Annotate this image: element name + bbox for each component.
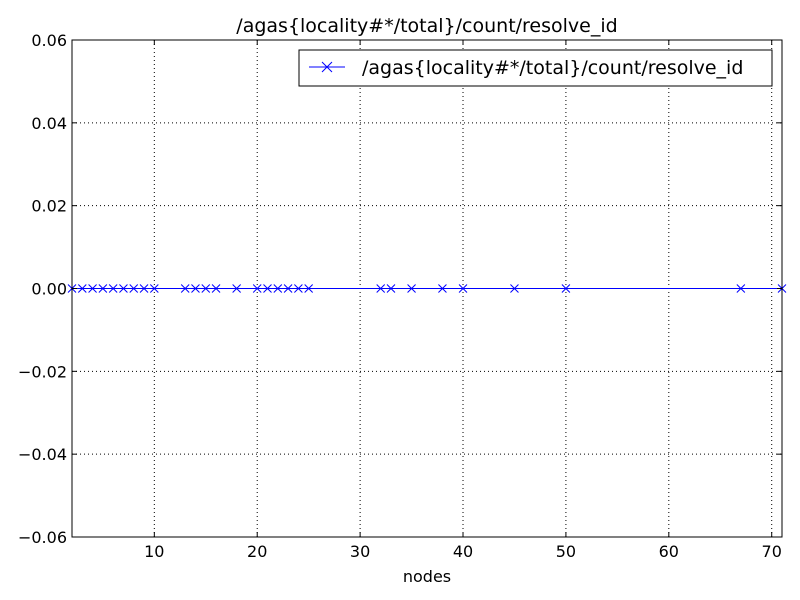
data-point-marker bbox=[201, 284, 211, 293]
y-tick-label: −0.06 bbox=[18, 528, 67, 547]
data-point-marker bbox=[283, 284, 293, 293]
data-point-marker bbox=[119, 284, 128, 293]
legend-box bbox=[298, 49, 773, 87]
data-point-marker bbox=[98, 284, 108, 293]
y-tick-label: 0.02 bbox=[31, 197, 67, 216]
data-point-marker bbox=[232, 284, 241, 293]
x-tick-label: 60 bbox=[659, 542, 679, 561]
data-point-marker bbox=[129, 284, 139, 293]
data-point-marker bbox=[510, 284, 519, 293]
data-point-marker bbox=[561, 284, 571, 293]
data-point-marker bbox=[108, 284, 118, 293]
data-point-marker bbox=[273, 284, 283, 293]
data-point-marker bbox=[77, 284, 87, 293]
data-point-marker bbox=[407, 284, 416, 293]
data-point-marker bbox=[438, 284, 447, 293]
series-layer bbox=[67, 284, 787, 293]
data-point-marker bbox=[88, 284, 97, 293]
data-point-marker bbox=[458, 284, 468, 293]
data-point-marker bbox=[211, 284, 221, 293]
x-tick-label: 20 bbox=[247, 542, 267, 561]
chart-title: /agas{locality#*/total}/count/resolve_id bbox=[236, 15, 617, 37]
data-point-marker bbox=[386, 284, 396, 293]
x-tick-label: 40 bbox=[453, 542, 473, 561]
legend-marker-x-icon bbox=[321, 61, 333, 73]
data-point-marker bbox=[180, 284, 190, 293]
data-point-marker bbox=[252, 284, 262, 293]
data-point-marker bbox=[191, 284, 200, 293]
x-tick-label: 10 bbox=[144, 542, 164, 561]
x-tick-label: 30 bbox=[350, 542, 370, 561]
data-point-marker bbox=[139, 284, 149, 293]
y-tick-label: −0.04 bbox=[18, 445, 67, 464]
data-point-marker bbox=[294, 284, 303, 293]
x-tick-label: 70 bbox=[762, 542, 782, 561]
data-point-marker bbox=[149, 284, 159, 293]
y-tick-label: 0.06 bbox=[31, 31, 67, 50]
legend: /agas{locality#*/total}/count/resolve_id bbox=[298, 49, 773, 87]
x-tick-label: 50 bbox=[556, 542, 576, 561]
y-tick-label: −0.02 bbox=[18, 362, 67, 381]
axis-ticks: 10 20 30 40 50 60 70 −0.06 −0.04 −0.02 0.00 0.02 0.0… bbox=[18, 31, 782, 561]
legend-label: /agas{locality#*/total}/count/resolve_id bbox=[362, 57, 743, 79]
y-tick-label: 0.00 bbox=[31, 280, 67, 299]
data-point-marker bbox=[263, 284, 272, 293]
data-point-marker bbox=[304, 284, 314, 293]
data-point-marker bbox=[376, 284, 386, 293]
data-point-marker bbox=[736, 284, 746, 293]
x-axis-label: nodes bbox=[403, 567, 451, 586]
y-tick-label: 0.04 bbox=[31, 114, 67, 133]
